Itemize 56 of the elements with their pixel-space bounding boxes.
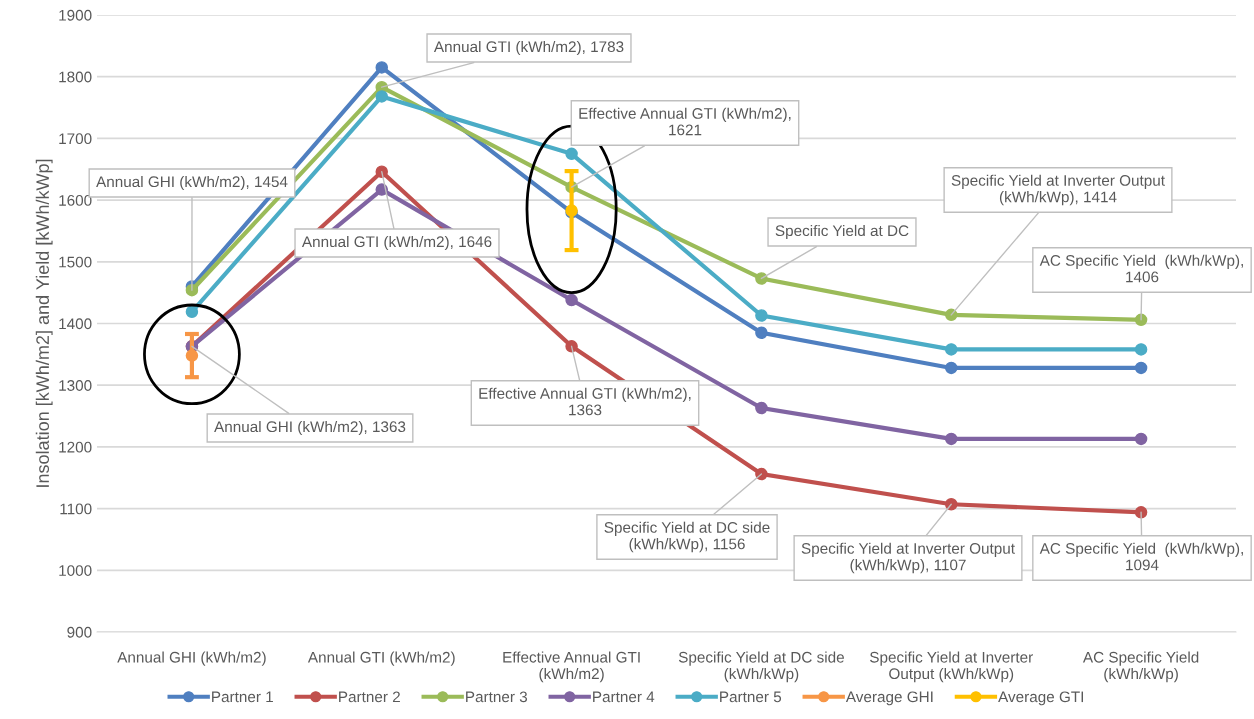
x-tick-label: Specific Yield at DC side (kWh/kWp) <box>678 651 844 683</box>
point <box>755 272 768 285</box>
x-tick-label: Specific Yield at Inverter Output (kWh/kWp) <box>870 651 1033 683</box>
point <box>375 90 389 103</box>
x-tick-label: Effective Annual GTI (kWh/m2) <box>503 651 640 683</box>
y-axis-title: Insolation [kWh/m2] and Yield [kWh/kWp] <box>35 159 53 487</box>
annotation: Annual GHI (kWh/m2), 1363 <box>214 420 406 436</box>
point <box>565 293 578 307</box>
y-tick-label: 1100 <box>60 503 92 515</box>
annotation: Effective Annual GTI (kWh/m2), 1621 <box>579 107 791 136</box>
legend-label: Average GTI <box>998 691 1083 706</box>
y-tick-label: 1800 <box>59 71 92 83</box>
y-tick-label: 1400 <box>59 318 92 330</box>
annotation: Specific Yield at Inverter Output (kWh/kWp), 1107 <box>801 542 1015 574</box>
annotation: AC Specific Yield (kWh/kWp), 1094 <box>1039 542 1243 571</box>
point <box>375 61 389 74</box>
point <box>944 361 958 375</box>
point <box>944 432 958 446</box>
annotation: Specific Yield at DC <box>775 224 909 240</box>
annotation: Effective Annual GTI (kWh/m2), 1363 <box>479 387 691 416</box>
annotation: Annual GTI (kWh/m2), 1646 <box>301 235 492 251</box>
annotation: Specific Yield at DC side (kWh/kWp), 1156 <box>604 521 770 553</box>
legend-label: Partner 5 <box>720 691 782 703</box>
annotation: Specific Yield at Inverter Output (kWh/kWp), 1414 <box>951 174 1165 206</box>
point <box>565 147 578 161</box>
y-tick-label: 1000 <box>59 565 92 576</box>
legend-label: Partner 3 <box>466 691 528 703</box>
point <box>1134 361 1148 375</box>
legend-label: Partner 4 <box>593 691 655 703</box>
point <box>185 305 199 319</box>
y-tick-label: 1700 <box>59 133 92 145</box>
y-tick-label: 1300 <box>59 380 92 391</box>
point <box>755 401 768 415</box>
legend-label: Partner 2 <box>339 691 400 703</box>
point <box>1134 432 1148 446</box>
point <box>944 308 958 322</box>
x-tick-label: AC Specific Yield (kWh/kWp) <box>1082 651 1199 683</box>
annotation: AC Specific Yield (kWh/kWp), 1406 <box>1039 254 1243 283</box>
x-tick-label: Annual GTI (kWh/m2) <box>307 651 455 666</box>
annotation: Annual GHI (kWh/m2), 1454 <box>96 175 288 191</box>
y-tick-label: 900 <box>67 626 92 638</box>
y-tick-label: 1500 <box>59 256 92 268</box>
y-tick-label: 1200 <box>59 441 92 453</box>
y-tick-label: 1900 <box>59 9 92 21</box>
point <box>755 326 768 340</box>
point <box>755 309 768 322</box>
point <box>755 467 768 481</box>
point <box>375 165 389 178</box>
annotation: Annual GTI (kWh/m2), 1783 <box>433 40 624 56</box>
y-tick-label: 1600 <box>59 194 92 206</box>
x-tick-label: Annual GHI (kWh/m2) <box>117 651 266 666</box>
point <box>1134 343 1148 356</box>
point <box>944 343 958 356</box>
legend-label: Partner 1 <box>212 691 273 703</box>
point <box>944 498 958 511</box>
legend-label: Average GHI <box>845 691 933 706</box>
